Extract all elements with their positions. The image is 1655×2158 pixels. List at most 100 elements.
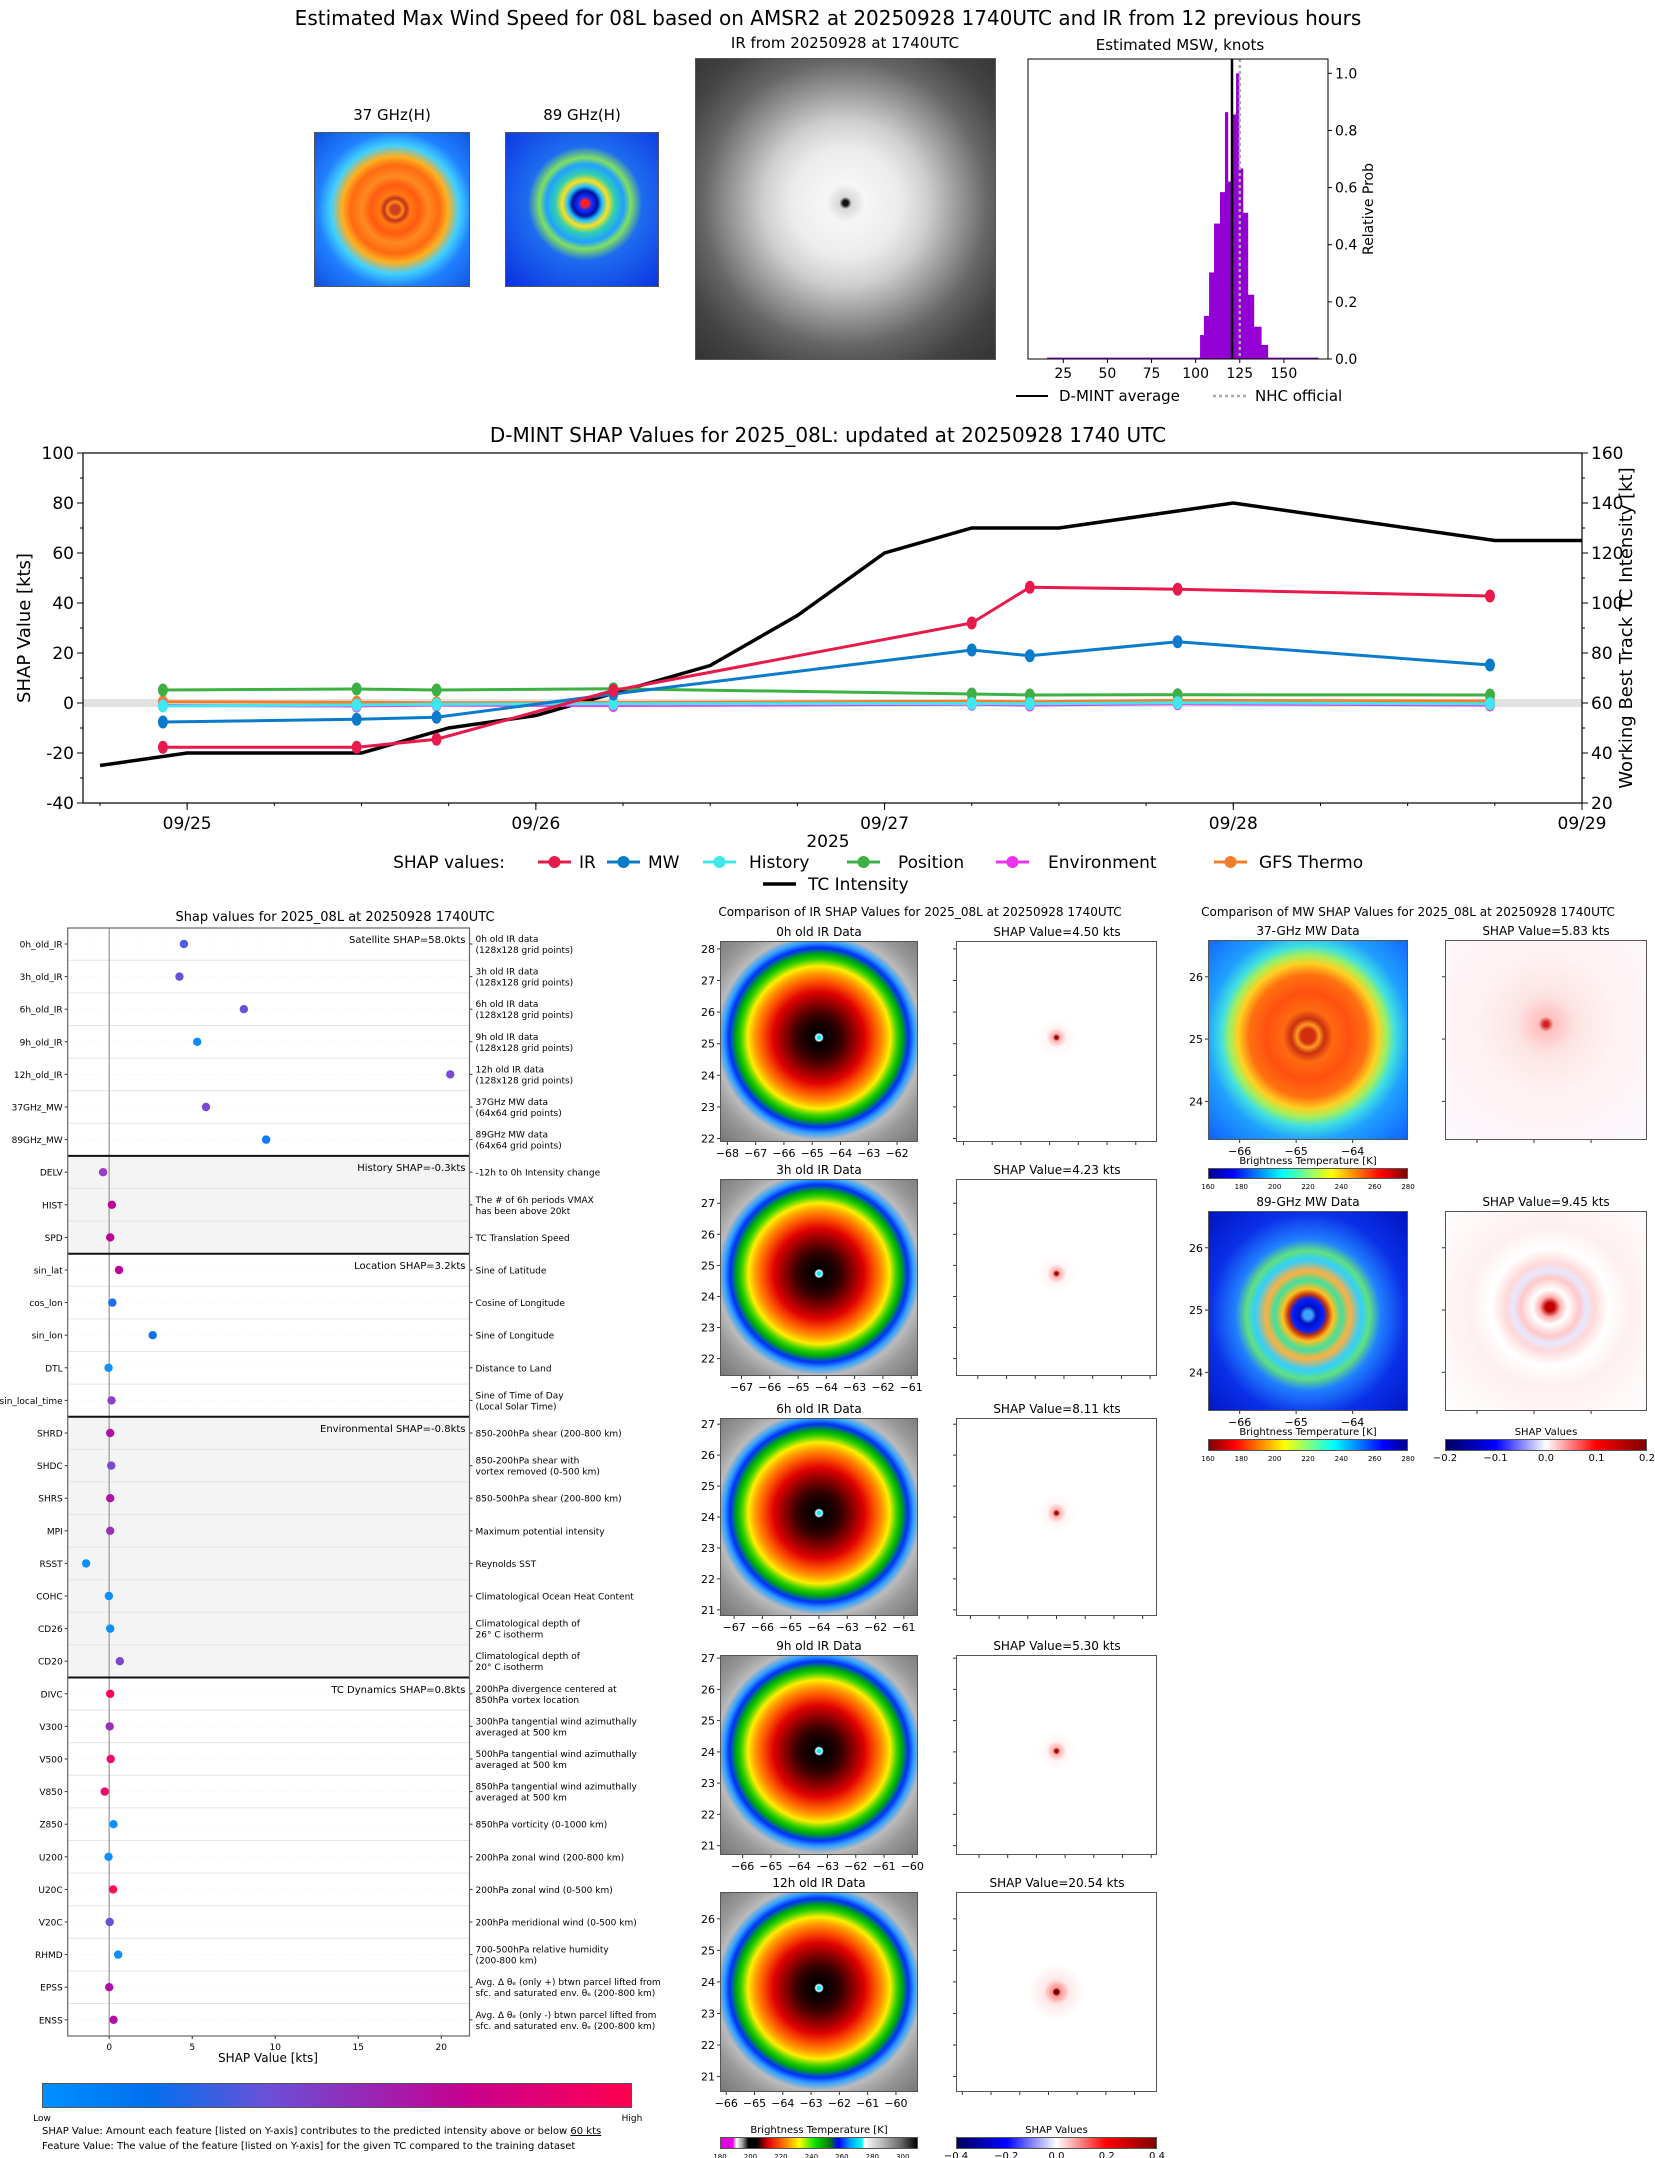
series-point-history bbox=[608, 697, 619, 711]
histogram-bar bbox=[1253, 326, 1262, 359]
mw-panel-title: 37-GHz MW Data bbox=[1256, 924, 1359, 938]
feature-description: vortex removed (0-500 km) bbox=[476, 1468, 600, 1478]
mw37-brightness-colorbar-tick-label: 220 bbox=[1301, 1183, 1314, 1191]
feature-label: V20C bbox=[39, 1919, 63, 1929]
ir-lat-label: 22 bbox=[701, 1573, 715, 1586]
ir-lat-label: 22 bbox=[701, 1133, 715, 1146]
feature-description: averaged at 500 km bbox=[476, 1794, 567, 1804]
x-tick-label: 09/28 bbox=[1209, 814, 1258, 834]
feature-label: 89GHz_MW bbox=[12, 1136, 63, 1146]
feature-shap-point bbox=[104, 1591, 114, 1601]
series-point-history bbox=[351, 698, 362, 712]
mw-shap-colorbar-tick-label: 0.0 bbox=[1538, 1453, 1554, 1464]
feature-shap-point bbox=[105, 1722, 114, 1731]
legend-marker bbox=[713, 856, 726, 868]
ir-shap-title: SHAP Value=5.30 kts bbox=[993, 1639, 1120, 1653]
ir-lon-label: −65 bbox=[786, 1381, 809, 1394]
ir-shap-colorbar-tick-label: 0.0 bbox=[1049, 2151, 1065, 2158]
feature-label: 6h_old_IR bbox=[20, 1006, 63, 1016]
ir-lon-label: −62 bbox=[871, 1381, 894, 1394]
mw89-brightness-colorbar-tick-label: 220 bbox=[1301, 1455, 1314, 1463]
feature-shap-point bbox=[114, 1265, 124, 1275]
feature-description: has been above 20kt bbox=[476, 1207, 571, 1217]
feature-shap-point bbox=[105, 1917, 114, 1927]
ir-brightness-colorbar-tick-label: 280 bbox=[866, 2153, 879, 2158]
x-tick-label: 50 bbox=[1098, 366, 1116, 382]
histogram-bar bbox=[1261, 345, 1269, 359]
series-line-mw bbox=[162, 640, 1491, 724]
series-point-ir bbox=[157, 740, 168, 754]
feature-description: 9h old IR data bbox=[476, 1033, 539, 1043]
feature-shap-point bbox=[107, 1200, 117, 1210]
series-point-history bbox=[1024, 697, 1035, 711]
feature-description: 700-500hPa relative humidity bbox=[476, 1946, 610, 1956]
ir-brightness-colorbar-tick-label: 220 bbox=[774, 2153, 787, 2158]
mw89-brightness-colorbar-tick-label: 280 bbox=[1401, 1455, 1414, 1463]
ir-lat-label: 25 bbox=[701, 1259, 715, 1272]
y-right-tick-label: 100 bbox=[1591, 594, 1623, 614]
feature-note: Feature Value: The value of the feature … bbox=[42, 2141, 576, 2152]
ir-lat-label: 28 bbox=[701, 943, 715, 956]
series-line-ir bbox=[162, 585, 1491, 749]
y-right-tick-label: 140 bbox=[1591, 494, 1623, 514]
ir-lat-label: 26 bbox=[701, 1449, 715, 1462]
ir-lon-label: −68 bbox=[716, 1147, 739, 1160]
ir-image bbox=[695, 58, 996, 360]
main-title: Estimated Max Wind Speed for 08L based o… bbox=[294, 6, 1362, 30]
ir-lon-label: −61 bbox=[872, 1860, 895, 1873]
feature-description: The # of 6h periods VMAX bbox=[475, 1196, 594, 1206]
histogram-bar bbox=[1047, 357, 1201, 359]
y-tick-label: 0.4 bbox=[1335, 238, 1357, 254]
feature-label: COHC bbox=[36, 1593, 62, 1603]
mw-lon-label: −64 bbox=[1341, 1416, 1364, 1429]
mw89-brightness-colorbar-tick-label: 260 bbox=[1368, 1455, 1381, 1463]
x-tick-label: 100 bbox=[1182, 366, 1209, 382]
feature-description: 850hPa vorticity (0-1000 km) bbox=[476, 1821, 608, 1831]
x-tick-label: 0 bbox=[106, 2043, 112, 2053]
series-point-history bbox=[1484, 697, 1495, 711]
ir-lon-label: −65 bbox=[779, 1621, 802, 1634]
ir-lon-label: −62 bbox=[828, 2097, 851, 2110]
legend-label: Position bbox=[898, 853, 964, 873]
ir-lon-label: −64 bbox=[829, 1147, 852, 1160]
histogram-bar bbox=[1247, 294, 1255, 359]
series-line-position bbox=[162, 687, 1490, 697]
feature-label: DTL bbox=[45, 1364, 62, 1374]
feature-shap-point bbox=[446, 1070, 455, 1079]
ir-lon-label: −64 bbox=[807, 1621, 830, 1634]
series-point-history bbox=[966, 697, 977, 710]
feature-label: V500 bbox=[39, 1756, 63, 1766]
colorbar-low-label: Low bbox=[33, 2114, 51, 2124]
feature-label: 0h_old_IR bbox=[20, 941, 63, 951]
ir-shap-map bbox=[956, 1892, 1157, 2092]
series-point-position bbox=[351, 682, 362, 696]
feature-description: 500hPa tangential wind azimuthally bbox=[476, 1750, 638, 1760]
feature-description: 89GHz MW data bbox=[476, 1131, 549, 1141]
ir-lat-label: 22 bbox=[701, 1808, 715, 1821]
feature-label: HIST bbox=[42, 1201, 63, 1211]
x-tick-label: 15 bbox=[353, 2043, 364, 2053]
legend-label: Environment bbox=[1048, 853, 1157, 873]
feature-description: Sine of Longitude bbox=[476, 1332, 555, 1342]
feature-shap-point bbox=[105, 1983, 114, 1992]
feature-description: Reynolds SST bbox=[476, 1560, 537, 1570]
feature-description: 850-200hPa shear (200-800 km) bbox=[476, 1430, 622, 1440]
feature-shap-point bbox=[193, 1037, 202, 1047]
feature-description: sfc. and saturated env. θₑ (200-800 km) bbox=[476, 1989, 656, 1999]
x-tick-label: 09/29 bbox=[1558, 814, 1607, 834]
mw89-brightness-colorbar-tick-label: 240 bbox=[1335, 1455, 1348, 1463]
dotplot-xlabel: SHAP Value [kts] bbox=[218, 2051, 318, 2065]
feature-label: EPSS bbox=[40, 1984, 63, 1994]
x-tick-label: 75 bbox=[1143, 366, 1161, 382]
group-label: Satellite SHAP=58.0kts bbox=[349, 935, 465, 946]
ir-lat-label: 21 bbox=[701, 1840, 715, 1853]
feature-description: (128x128 grid points) bbox=[476, 1044, 574, 1054]
feature-shap-point bbox=[106, 1233, 115, 1242]
ir-brightness-colorbar bbox=[720, 2137, 918, 2149]
series-point-history bbox=[1172, 696, 1183, 710]
ir-brightness-colorbar-label: Brightness Temperature [K] bbox=[750, 2125, 887, 2136]
mw-shap-title: SHAP Value=9.45 kts bbox=[1482, 1195, 1609, 1209]
ir-lon-label: −66 bbox=[731, 1860, 754, 1873]
histogram-ylabel: Relative Prob bbox=[1361, 163, 1377, 255]
y-tick-label: 20 bbox=[52, 644, 74, 664]
